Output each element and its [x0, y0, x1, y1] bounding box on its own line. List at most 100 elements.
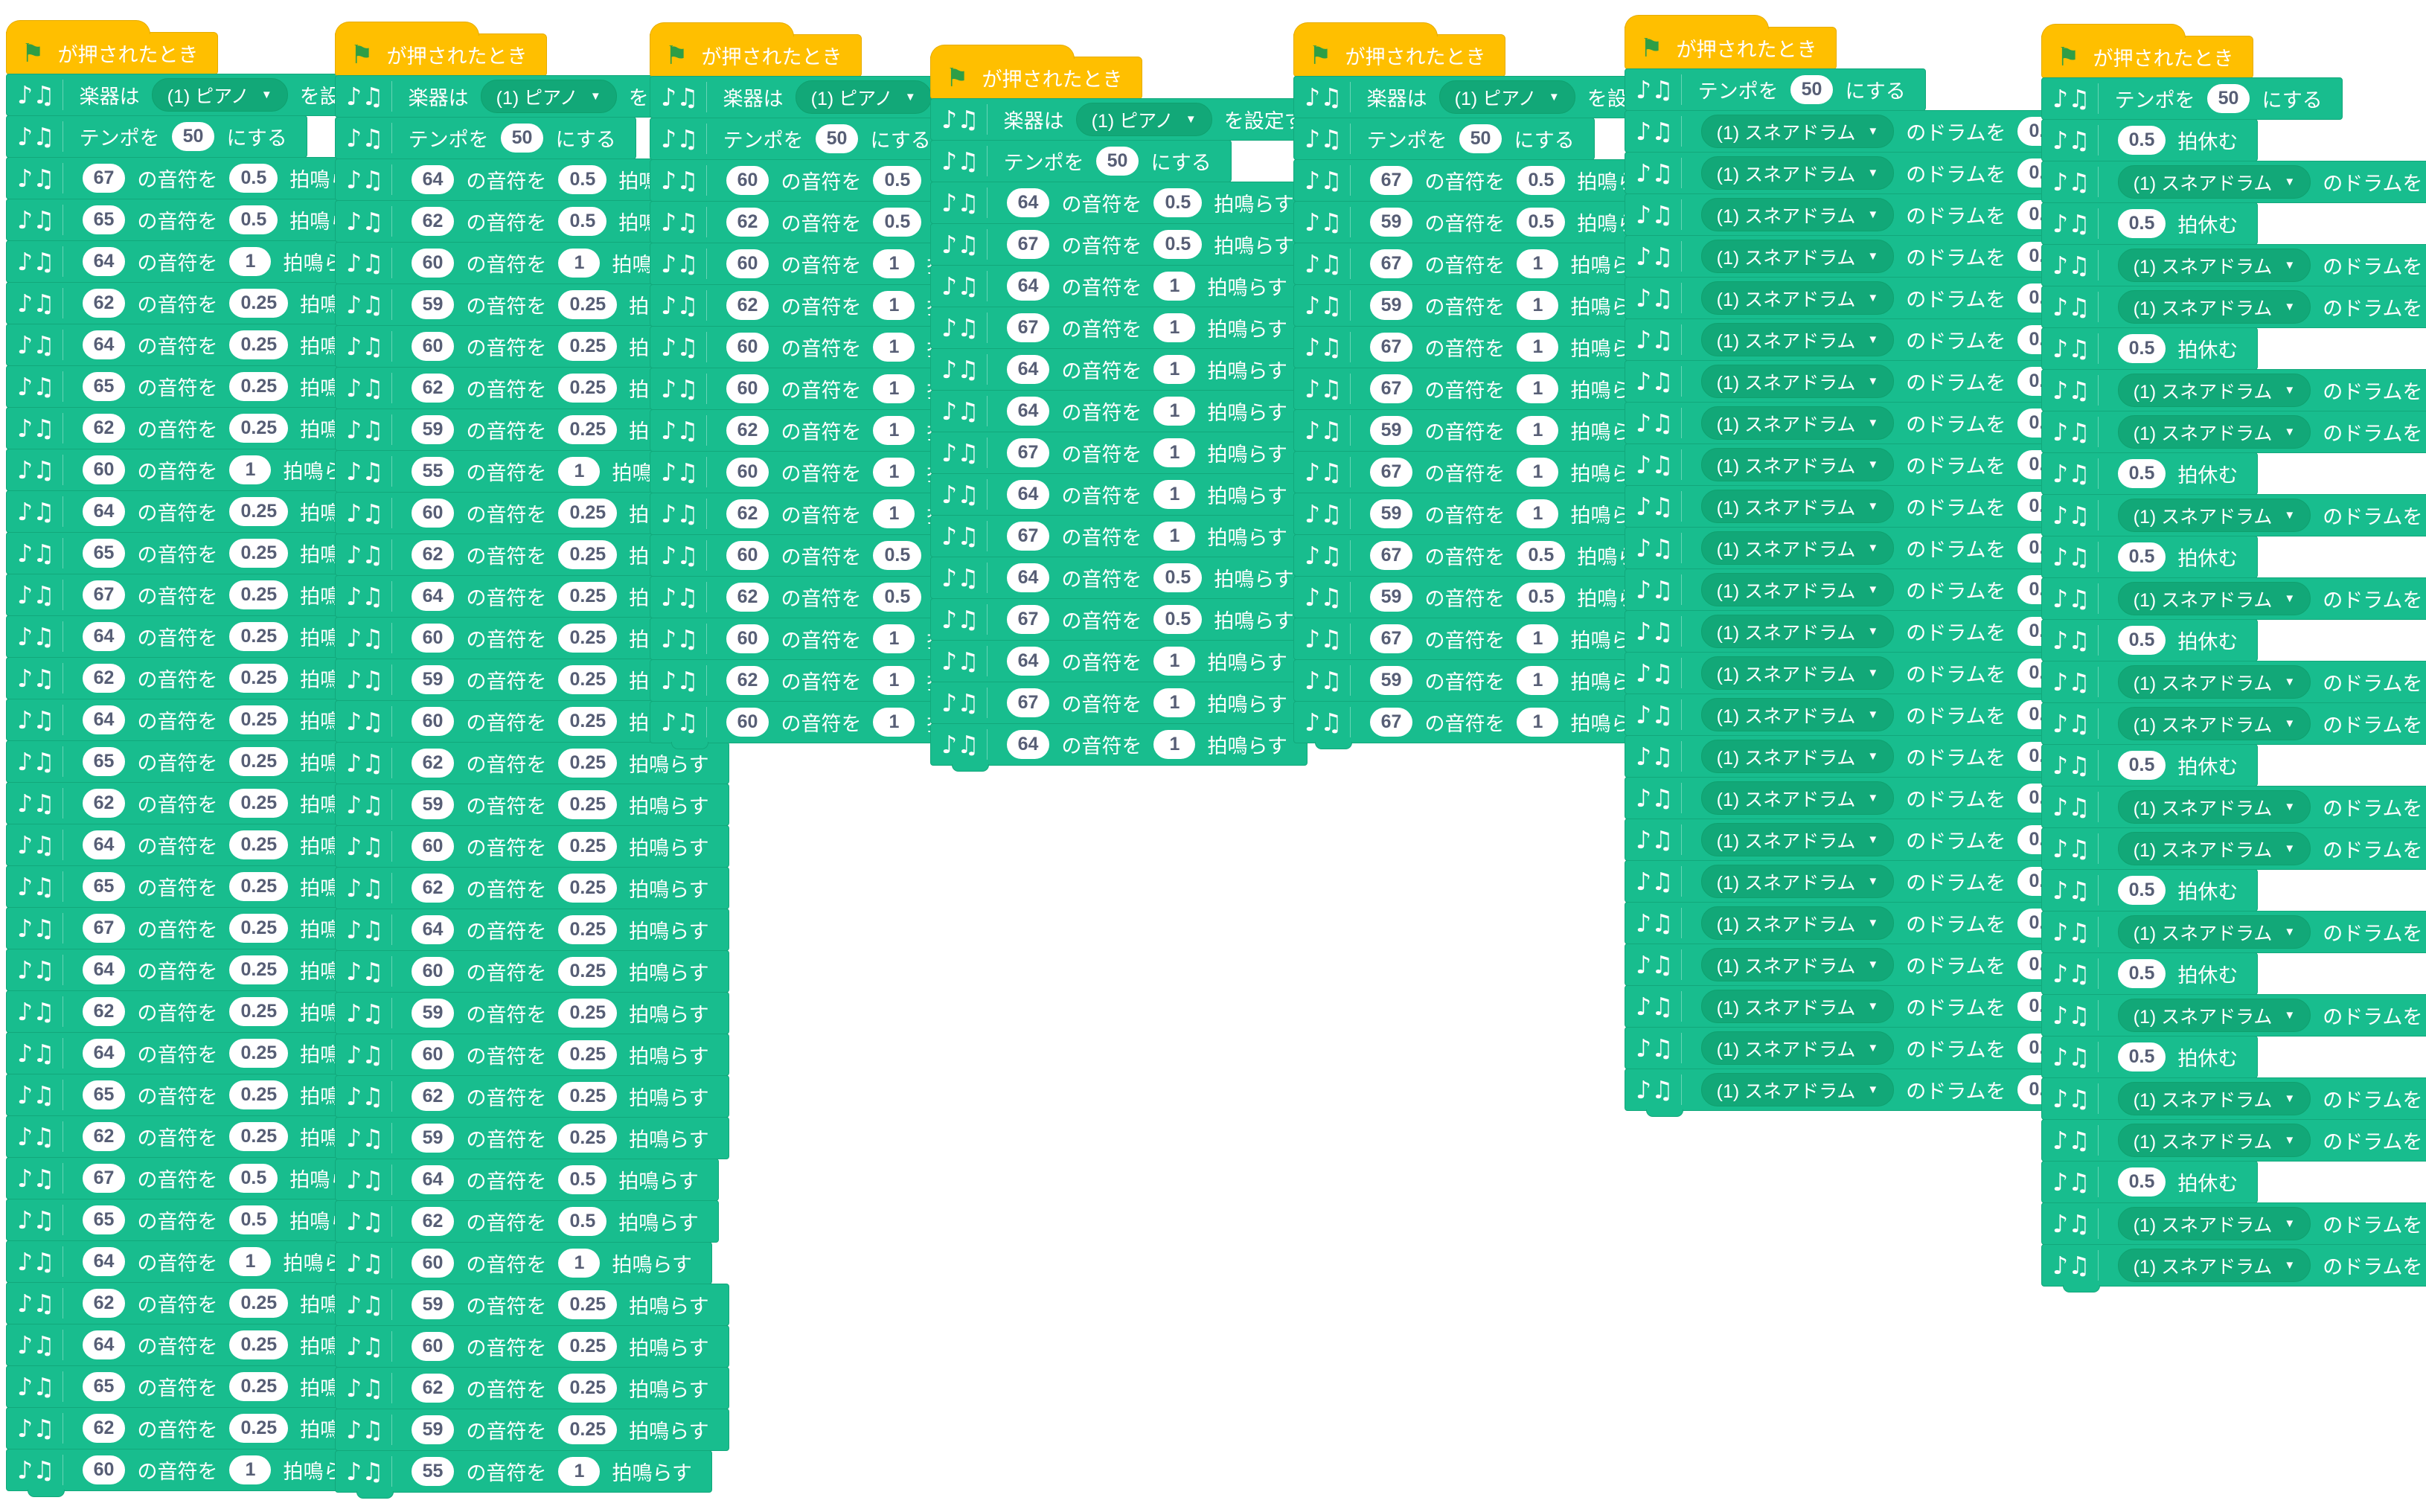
drum-dropdown[interactable]: (1) スネアドラム ▼ [1700, 156, 1895, 190]
drum-dropdown[interactable]: (1) スネアドラム ▼ [1700, 115, 1895, 148]
beats-input[interactable]: 0.25 [558, 290, 618, 319]
note-pitch-input[interactable]: 62 [726, 666, 769, 695]
beats-input[interactable]: 1 [873, 624, 915, 653]
note-pitch-input[interactable]: 64 [411, 582, 455, 611]
when-flag-clicked-hat[interactable]: ⚑ が押されたとき [6, 20, 219, 74]
beats-input[interactable]: 0.25 [229, 1122, 289, 1151]
play-note-block[interactable]: ♪♫ 59 の音符を 0.5 拍鳴らす [1293, 576, 1677, 618]
beats-input[interactable]: 0.25 [558, 1082, 618, 1111]
note-pitch-input[interactable]: 67 [1369, 166, 1413, 195]
instrument-dropdown[interactable]: (1) ピアノ ▼ [1438, 80, 1575, 114]
play-note-block[interactable]: ♪♫ 67 の音符を 1 拍鳴らす [1293, 368, 1671, 410]
rest-beats-block[interactable]: ♪♫ 0.5 拍休む [2041, 119, 2259, 161]
drum-dropdown[interactable]: (1) スネアドラム ▼ [1700, 531, 1895, 565]
beats-input[interactable]: 0.5 [558, 165, 607, 194]
note-pitch-input[interactable]: 64 [82, 830, 126, 859]
play-note-block[interactable]: ♪♫ 60 の音符を 0.25 拍鳴らす [335, 1034, 729, 1076]
beats-input[interactable]: 0.25 [229, 747, 289, 776]
drum-dropdown[interactable]: (1) スネアドラム ▼ [1700, 406, 1895, 440]
beats-input[interactable]: 1 [873, 708, 915, 737]
play-note-block[interactable]: ♪♫ 67 の音符を 1 拍鳴らす [930, 432, 1308, 474]
beats-input[interactable]: 0.25 [229, 580, 289, 609]
note-pitch-input[interactable]: 62 [82, 789, 126, 818]
note-pitch-input[interactable]: 64 [1006, 730, 1050, 759]
drum-dropdown[interactable]: (1) スネアドラム ▼ [2117, 1124, 2311, 1157]
drum-dropdown[interactable]: (1) スネアドラム ▼ [2117, 290, 2311, 324]
beats-input[interactable]: 1 [1517, 374, 1559, 403]
note-pitch-input[interactable]: 62 [726, 583, 769, 612]
beats-input[interactable]: 1 [1517, 416, 1559, 445]
tempo-input[interactable]: 50 [2206, 84, 2250, 113]
rest-beats-block[interactable]: ♪♫ 0.5 拍休む [2041, 1036, 2259, 1078]
play-note-block[interactable]: ♪♫ 67 の音符を 0.5 拍鳴らす [1293, 534, 1677, 577]
beats-input[interactable]: 0.25 [558, 1415, 618, 1444]
note-pitch-input[interactable]: 67 [1369, 249, 1413, 278]
note-pitch-input[interactable]: 59 [411, 415, 455, 444]
note-pitch-input[interactable]: 59 [411, 790, 455, 819]
beats-input[interactable]: 0.25 [229, 955, 289, 984]
beats-input[interactable]: 0.25 [558, 1374, 618, 1403]
play-note-block[interactable]: ♪♫ 67 の音符を 0.5 拍鳴らす [6, 1157, 390, 1199]
beats-input[interactable]: 1 [229, 247, 272, 276]
beats-input[interactable]: 1 [1153, 355, 1196, 384]
instrument-dropdown[interactable]: (1) ピアノ ▼ [480, 80, 617, 113]
note-pitch-input[interactable]: 62 [82, 1289, 126, 1318]
set-tempo-block[interactable]: ♪♫ テンポを 50 にする [1625, 68, 1926, 111]
beats-input[interactable]: 1 [1153, 438, 1196, 467]
note-pitch-input[interactable]: 67 [1369, 624, 1413, 653]
beats-input[interactable]: 0.25 [229, 830, 289, 859]
note-pitch-input[interactable]: 65 [82, 1205, 126, 1234]
note-pitch-input[interactable]: 62 [411, 1207, 455, 1236]
play-note-block[interactable]: ♪♫ 67 の音符を 1 拍鳴らす [1293, 701, 1671, 749]
drum-dropdown[interactable]: (1) スネアドラム ▼ [2117, 415, 2311, 449]
note-pitch-input[interactable]: 64 [1006, 480, 1050, 509]
note-pitch-input[interactable]: 59 [1369, 499, 1413, 528]
note-pitch-input[interactable]: 59 [411, 665, 455, 694]
beats-input[interactable]: 0.25 [558, 374, 618, 403]
note-pitch-input[interactable]: 62 [411, 1082, 455, 1111]
note-pitch-input[interactable]: 60 [726, 624, 769, 653]
beats-input[interactable]: 0.25 [558, 582, 618, 611]
beats-input[interactable]: 0.25 [558, 332, 618, 361]
play-note-block[interactable]: ♪♫ 60 の音符を 0.25 拍鳴らす [335, 950, 729, 993]
note-pitch-input[interactable]: 64 [82, 705, 126, 734]
play-note-block[interactable]: ♪♫ 64 の音符を 1 拍鳴らす [930, 723, 1308, 772]
beats-input[interactable]: 0.5 [873, 208, 922, 237]
when-flag-clicked-hat[interactable]: ⚑ が押されたとき [335, 22, 548, 76]
instrument-dropdown[interactable]: (1) ピアノ ▼ [1075, 103, 1212, 136]
beats-input[interactable]: 0.25 [229, 705, 289, 734]
beats-input[interactable]: 0.25 [229, 1414, 289, 1443]
play-note-block[interactable]: ♪♫ 64 の音符を 1 拍鳴らす [930, 265, 1308, 307]
drum-dropdown[interactable]: (1) スネアドラム ▼ [1700, 823, 1895, 856]
beats-input[interactable]: 0.5 [1517, 541, 1566, 570]
beats-input[interactable]: 1 [558, 249, 601, 278]
note-pitch-input[interactable]: 60 [726, 374, 769, 403]
beats-input[interactable]: 0.5 [2117, 876, 2166, 905]
note-pitch-input[interactable]: 60 [411, 332, 455, 361]
note-pitch-input[interactable]: 60 [726, 166, 769, 195]
drum-dropdown[interactable]: (1) スネアドラム ▼ [1700, 865, 1895, 898]
note-pitch-input[interactable]: 59 [1369, 208, 1413, 237]
beats-input[interactable]: 1 [1517, 291, 1559, 320]
beats-input[interactable]: 1 [1517, 666, 1559, 695]
note-pitch-input[interactable]: 62 [726, 499, 769, 528]
when-flag-clicked-hat[interactable]: ⚑ が押されたとき [2041, 24, 2254, 78]
beats-input[interactable]: 1 [1153, 522, 1196, 551]
note-pitch-input[interactable]: 60 [726, 541, 769, 570]
note-pitch-input[interactable]: 67 [1369, 458, 1413, 487]
note-pitch-input[interactable]: 64 [82, 1247, 126, 1276]
beats-input[interactable]: 1 [1517, 458, 1559, 487]
play-note-block[interactable]: ♪♫ 59 の音符を 1 拍鳴らす [1293, 659, 1671, 702]
